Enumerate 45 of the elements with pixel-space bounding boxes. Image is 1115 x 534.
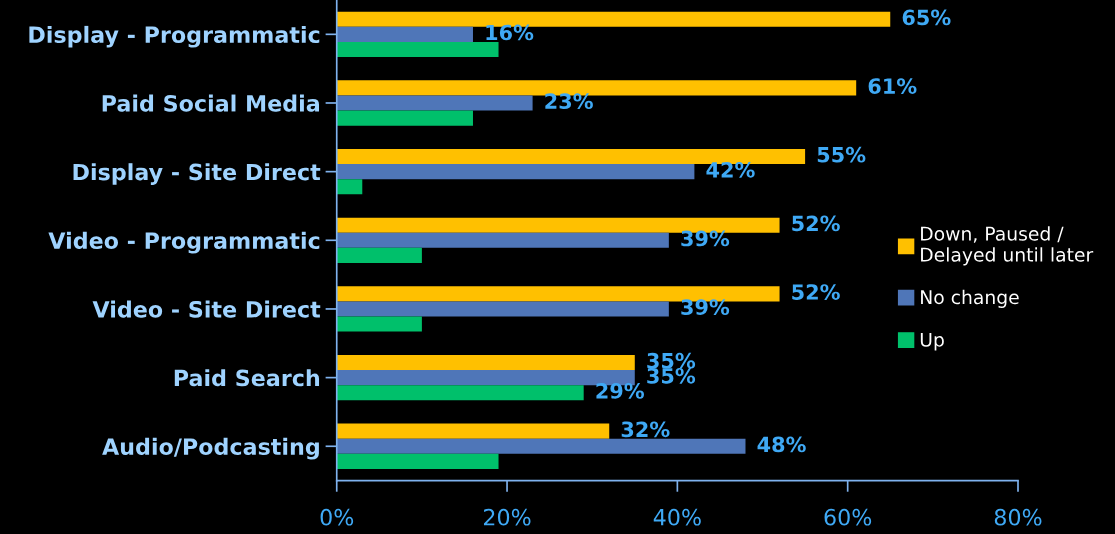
data-label: 55% xyxy=(817,146,866,163)
x-tick-label: 0% xyxy=(320,508,354,526)
y-tick-label: Audio/Podcasting xyxy=(102,437,319,460)
bar xyxy=(336,41,499,57)
data-label: 42% xyxy=(706,161,755,178)
data-label: 52% xyxy=(792,284,840,300)
data-label: 23% xyxy=(545,93,593,110)
data-label: 52% xyxy=(792,215,840,232)
bar xyxy=(336,110,473,126)
y-tick-label: Paid Search xyxy=(174,369,320,387)
bar xyxy=(336,316,422,332)
x-tick-label: 60% xyxy=(824,508,872,526)
bar xyxy=(336,301,669,317)
data-label: 32% xyxy=(621,421,670,438)
x-tick-label: 80% xyxy=(994,508,1042,526)
bar xyxy=(336,385,584,401)
bar xyxy=(336,179,363,195)
bar xyxy=(336,453,499,469)
y-tick-label: Paid Social Media xyxy=(102,94,320,112)
bar xyxy=(336,354,635,371)
data-label: 65% xyxy=(902,9,951,26)
bar xyxy=(336,26,473,42)
y-tick-label: Video - Site Direct xyxy=(92,300,321,318)
bar xyxy=(336,423,610,439)
bar xyxy=(336,247,422,263)
y-tick-label: Display - Programmatic xyxy=(29,25,320,48)
bar xyxy=(336,438,746,454)
legend-label: Down, Paused / Delayed until later xyxy=(921,226,1094,266)
x-tick-label: 40% xyxy=(653,508,701,526)
data-label: 48% xyxy=(757,436,806,453)
bar xyxy=(336,232,669,248)
y-tick-label: Display - Site Direct xyxy=(73,163,321,185)
data-label: 16% xyxy=(486,24,534,41)
data-label: 29% xyxy=(596,383,644,399)
data-label: 35% xyxy=(647,367,696,384)
legend-label: Up xyxy=(920,332,944,351)
data-label: 61% xyxy=(868,78,917,94)
data-label: 39% xyxy=(681,299,730,315)
x-tick-label: 20% xyxy=(483,508,531,526)
y-tick-label: Video - Programmatic xyxy=(48,231,320,254)
bar xyxy=(336,95,533,111)
bar xyxy=(336,164,695,180)
data-label: 35% xyxy=(647,352,696,369)
legend-label: No change xyxy=(921,289,1019,308)
data-label: 39% xyxy=(681,230,730,247)
